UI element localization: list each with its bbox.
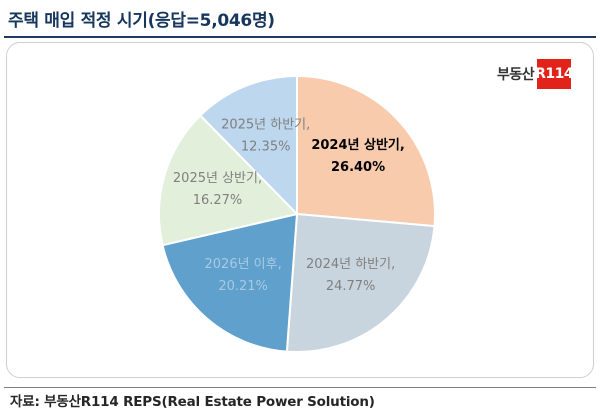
footer-divider: [4, 387, 596, 388]
slice-value-1: 24.77%: [326, 279, 376, 294]
pie-slice-2: [161, 212, 299, 353]
slice-label-2: 2026년 이후,: [205, 257, 282, 272]
pie-slice-3: [158, 114, 299, 247]
slice-label-0: 2024년 상반기,: [311, 137, 405, 153]
pie-slice-0: [296, 74, 436, 228]
slice-label-3: 2025년 상반기,: [173, 171, 262, 186]
slice-label-1: 2024년 하반기,: [306, 257, 395, 272]
pie-slice-1: [285, 212, 436, 353]
slice-value-3: 16.27%: [193, 193, 243, 208]
slice-label-4: 2025년 하반기,: [221, 117, 310, 132]
slice-value-4: 12.35%: [241, 139, 291, 154]
source-note: 자료: 부동산R114 REPS(Real Estate Power Solut…: [10, 394, 375, 410]
logo-badge: R114: [535, 59, 574, 89]
pie-slice-4: [198, 74, 298, 217]
slice-value-0: 26.40%: [331, 160, 385, 175]
title-underline: [4, 36, 596, 38]
r114-logo: 부동산 R114: [497, 59, 574, 89]
chart-title: 주택 매입 적정 시기(응답=5,046명): [8, 11, 275, 31]
logo-text: 부동산: [497, 67, 535, 83]
slice-value-2: 20.21%: [218, 279, 268, 294]
